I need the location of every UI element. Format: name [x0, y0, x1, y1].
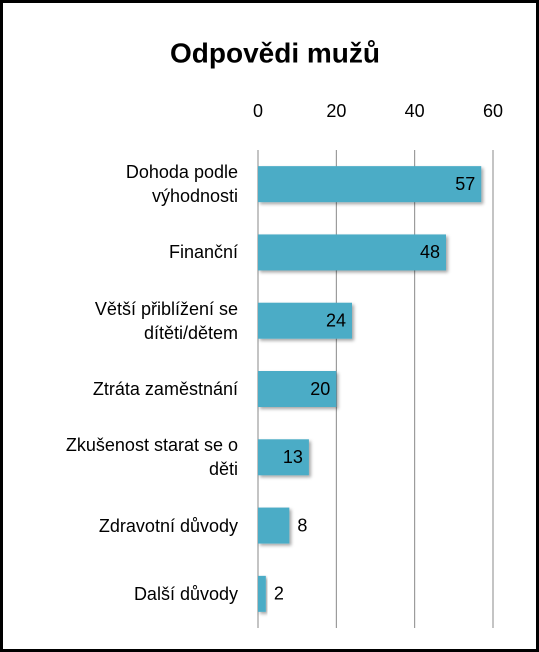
- data-label: 48: [420, 242, 440, 262]
- bar: [258, 507, 290, 544]
- y-tick-label: Větší přiblížení se dítěti/dětem: [94, 298, 238, 343]
- y-tick-label: Finanční: [168, 242, 238, 263]
- data-label: 24: [326, 310, 346, 330]
- y-tick-label: Dohoda podle výhodnosti: [125, 162, 238, 207]
- y-tick-label: Ztráta zaměstnání: [92, 379, 238, 399]
- bar: [258, 166, 482, 203]
- bar: [258, 371, 337, 407]
- chart-title: Odpovědi mužů: [170, 37, 380, 68]
- y-tick-label: Zdravotní důvody: [98, 515, 238, 536]
- y-tick-label: Zkušenost starat se o děti: [65, 435, 238, 480]
- bar: [258, 302, 352, 339]
- data-label: 2: [274, 584, 284, 604]
- data-label: 57: [455, 174, 475, 194]
- data-label: 13: [283, 447, 303, 467]
- x-tick-label: 20: [326, 101, 346, 121]
- x-tick-label: 40: [405, 101, 425, 121]
- data-label: 20: [310, 379, 330, 399]
- x-tick-label: 0: [253, 101, 263, 121]
- bar: [258, 575, 266, 612]
- data-label: 8: [297, 515, 307, 535]
- x-tick-label: 60: [483, 101, 503, 121]
- bar: [258, 439, 309, 476]
- bar: [258, 234, 446, 271]
- y-tick-label: Další důvody: [133, 583, 238, 604]
